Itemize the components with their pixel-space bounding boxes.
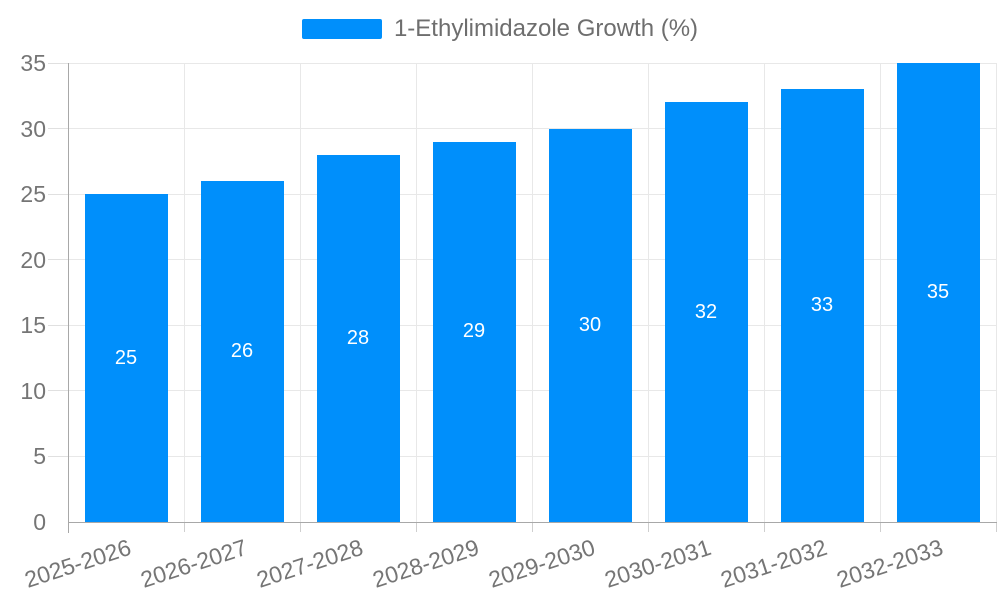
legend-item[interactable]: 1-Ethylimidazole Growth (%) xyxy=(301,15,699,43)
y-tick-mark xyxy=(48,62,68,64)
y-tick-mark xyxy=(48,128,68,130)
bar-value-label: 32 xyxy=(694,300,718,323)
y-axis-tick-label: 20 xyxy=(20,246,46,273)
x-gridline xyxy=(183,63,185,522)
bar[interactable]: 35 xyxy=(896,63,980,522)
bar[interactable]: 28 xyxy=(316,154,400,522)
legend-swatch-icon xyxy=(301,19,382,39)
plot-area: 25 26 28 29 30 32 33 35 2025-2026 2026-2027 2027-2… xyxy=(21,62,997,593)
x-gridline xyxy=(879,63,881,522)
x-tick-mark xyxy=(879,522,881,532)
x-tick-mark xyxy=(299,522,301,532)
y-axis-tick-label: 10 xyxy=(20,377,46,404)
bar-value-label: 30 xyxy=(578,313,602,336)
y-axis-line xyxy=(68,63,69,533)
x-axis-tick-label: 2032-2033 xyxy=(833,534,947,593)
bar[interactable]: 33 xyxy=(780,89,864,522)
x-tick-mark xyxy=(763,522,765,532)
x-axis-tick-label: 2031-2032 xyxy=(717,534,831,593)
x-tick-mark xyxy=(415,522,417,532)
legend: 1-Ethylimidazole Growth (%) xyxy=(0,15,1000,43)
x-gridline xyxy=(647,63,649,522)
bar[interactable]: 26 xyxy=(200,181,284,522)
x-axis-line xyxy=(68,522,997,523)
x-axis-tick-label: 2027-2028 xyxy=(253,534,367,593)
y-axis-tick-label: 25 xyxy=(20,181,46,208)
x-tick-mark xyxy=(531,522,533,532)
y-axis-tick-label: 35 xyxy=(20,50,46,76)
x-gridline xyxy=(299,63,301,522)
bar-value-label: 28 xyxy=(346,326,370,349)
bar[interactable]: 32 xyxy=(664,102,748,522)
x-axis-tick-label: 2028-2029 xyxy=(369,534,483,593)
y-tick-mark xyxy=(48,259,68,261)
x-gridline xyxy=(763,63,765,522)
y-axis-tick-label: 0 xyxy=(33,509,46,535)
y-tick-mark xyxy=(48,324,68,326)
bar-value-label: 35 xyxy=(926,281,950,303)
bar[interactable]: 29 xyxy=(432,141,516,522)
x-gridline xyxy=(995,63,997,522)
y-axis-tick-label: 30 xyxy=(20,115,46,142)
x-axis-tick-label: 2026-2027 xyxy=(137,534,251,593)
y-axis-tick-label: 15 xyxy=(20,312,46,339)
y-tick-mark xyxy=(48,455,68,457)
x-axis-tick-label: 2030-2031 xyxy=(601,534,715,593)
bar-value-label: 25 xyxy=(114,346,138,369)
legend-label: 1-Ethylimidazole Growth (%) xyxy=(393,15,699,42)
y-axis-tick-label: 5 xyxy=(33,443,46,470)
bar-value-label: 26 xyxy=(230,340,254,362)
bar[interactable]: 30 xyxy=(548,128,632,522)
x-tick-mark xyxy=(183,522,185,532)
y-tick-mark xyxy=(48,390,68,392)
x-axis-tick-label: 2029-2030 xyxy=(485,534,599,593)
x-gridline xyxy=(415,63,417,522)
x-gridline xyxy=(531,63,533,522)
x-tick-mark xyxy=(647,522,649,532)
y-tick-mark xyxy=(48,193,68,195)
bar-value-label: 33 xyxy=(810,294,834,317)
x-tick-mark xyxy=(995,522,997,532)
x-axis-tick-label: 2025-2026 xyxy=(21,534,135,593)
bar[interactable]: 25 xyxy=(84,194,168,522)
bar-value-label: 29 xyxy=(462,320,486,343)
